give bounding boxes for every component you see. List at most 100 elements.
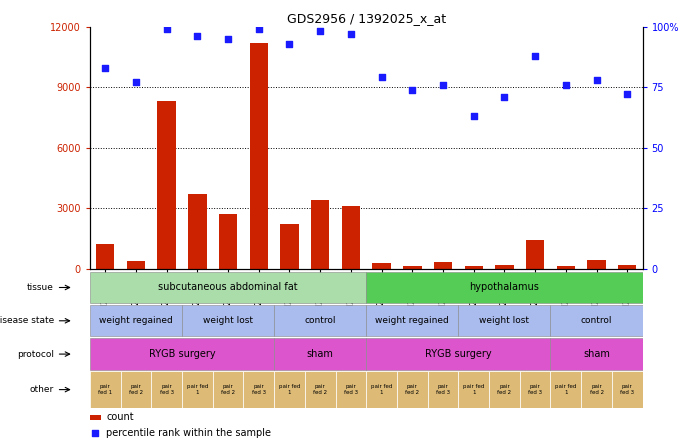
Bar: [526, 240, 545, 269]
Bar: [90, 415, 101, 420]
Text: protocol: protocol: [17, 349, 54, 359]
Point: [131, 79, 142, 86]
Text: RYGB surgery: RYGB surgery: [149, 349, 216, 359]
Text: hypothalamus: hypothalamus: [469, 282, 540, 293]
Text: tissue: tissue: [27, 283, 54, 292]
Bar: [618, 265, 636, 269]
Text: pair
fed 3: pair fed 3: [528, 384, 542, 395]
Bar: [372, 262, 391, 269]
Bar: [520, 372, 551, 408]
Text: control: control: [581, 316, 612, 325]
Text: percentile rank within the sample: percentile rank within the sample: [106, 428, 272, 438]
Bar: [158, 101, 176, 269]
Bar: [366, 272, 643, 303]
Bar: [281, 224, 299, 269]
Point: [591, 76, 602, 83]
Text: pair fed
1: pair fed 1: [555, 384, 576, 395]
Text: weight lost: weight lost: [203, 316, 253, 325]
Text: pair
fed 2: pair fed 2: [589, 384, 604, 395]
Bar: [305, 372, 336, 408]
Point: [253, 25, 264, 32]
Bar: [458, 305, 551, 337]
Bar: [403, 266, 422, 269]
Text: pair fed
1: pair fed 1: [278, 384, 300, 395]
Text: disease state: disease state: [0, 316, 54, 325]
Title: GDS2956 / 1392025_x_at: GDS2956 / 1392025_x_at: [287, 12, 446, 25]
Bar: [464, 266, 483, 269]
Bar: [274, 305, 366, 337]
Bar: [90, 372, 120, 408]
Point: [499, 93, 510, 100]
Bar: [151, 372, 182, 408]
Bar: [458, 372, 489, 408]
Bar: [428, 372, 458, 408]
Bar: [90, 338, 274, 370]
Point: [437, 81, 448, 88]
Bar: [366, 372, 397, 408]
Bar: [495, 265, 513, 269]
Point: [192, 33, 203, 40]
Text: pair
fed 3: pair fed 3: [252, 384, 266, 395]
Bar: [219, 214, 237, 269]
Text: pair fed
1: pair fed 1: [463, 384, 484, 395]
Text: weight regained: weight regained: [99, 316, 173, 325]
Point: [529, 52, 540, 59]
Bar: [182, 372, 213, 408]
Bar: [311, 200, 330, 269]
Point: [407, 86, 418, 93]
Text: pair
fed 2: pair fed 2: [405, 384, 419, 395]
Bar: [341, 206, 360, 269]
Point: [161, 25, 172, 32]
Bar: [243, 372, 274, 408]
Text: RYGB surgery: RYGB surgery: [425, 349, 492, 359]
Point: [346, 30, 357, 37]
Bar: [551, 372, 581, 408]
Point: [560, 81, 571, 88]
Point: [90, 429, 101, 436]
Text: pair
fed 3: pair fed 3: [344, 384, 358, 395]
Text: sham: sham: [583, 349, 610, 359]
Point: [622, 91, 633, 98]
Text: weight lost: weight lost: [480, 316, 529, 325]
Bar: [557, 266, 575, 269]
Text: pair fed
1: pair fed 1: [187, 384, 208, 395]
Text: weight regained: weight regained: [375, 316, 449, 325]
Bar: [551, 338, 643, 370]
Bar: [489, 372, 520, 408]
Point: [284, 40, 295, 47]
Point: [376, 74, 387, 81]
Bar: [213, 372, 243, 408]
Bar: [612, 372, 643, 408]
Point: [223, 35, 234, 42]
Text: pair
fed 3: pair fed 3: [621, 384, 634, 395]
Text: pair
fed 2: pair fed 2: [313, 384, 328, 395]
Bar: [366, 338, 551, 370]
Point: [468, 113, 480, 120]
Bar: [249, 43, 268, 269]
Bar: [587, 260, 606, 269]
Text: sham: sham: [307, 349, 334, 359]
Bar: [126, 261, 145, 269]
Point: [100, 64, 111, 71]
Text: pair
fed 2: pair fed 2: [221, 384, 235, 395]
Bar: [581, 372, 612, 408]
Text: pair
fed 1: pair fed 1: [98, 384, 112, 395]
Bar: [434, 262, 452, 269]
Bar: [274, 338, 366, 370]
Bar: [366, 305, 458, 337]
Text: other: other: [30, 385, 54, 394]
Bar: [120, 372, 151, 408]
Bar: [551, 305, 643, 337]
Text: pair
fed 2: pair fed 2: [129, 384, 143, 395]
Bar: [274, 372, 305, 408]
Point: [314, 28, 325, 35]
Bar: [96, 245, 115, 269]
Text: pair
fed 2: pair fed 2: [498, 384, 511, 395]
Text: pair
fed 3: pair fed 3: [436, 384, 450, 395]
Bar: [188, 194, 207, 269]
Text: pair
fed 3: pair fed 3: [160, 384, 173, 395]
Text: subcutaneous abdominal fat: subcutaneous abdominal fat: [158, 282, 298, 293]
Text: count: count: [106, 412, 134, 423]
Bar: [90, 272, 366, 303]
Text: control: control: [305, 316, 336, 325]
